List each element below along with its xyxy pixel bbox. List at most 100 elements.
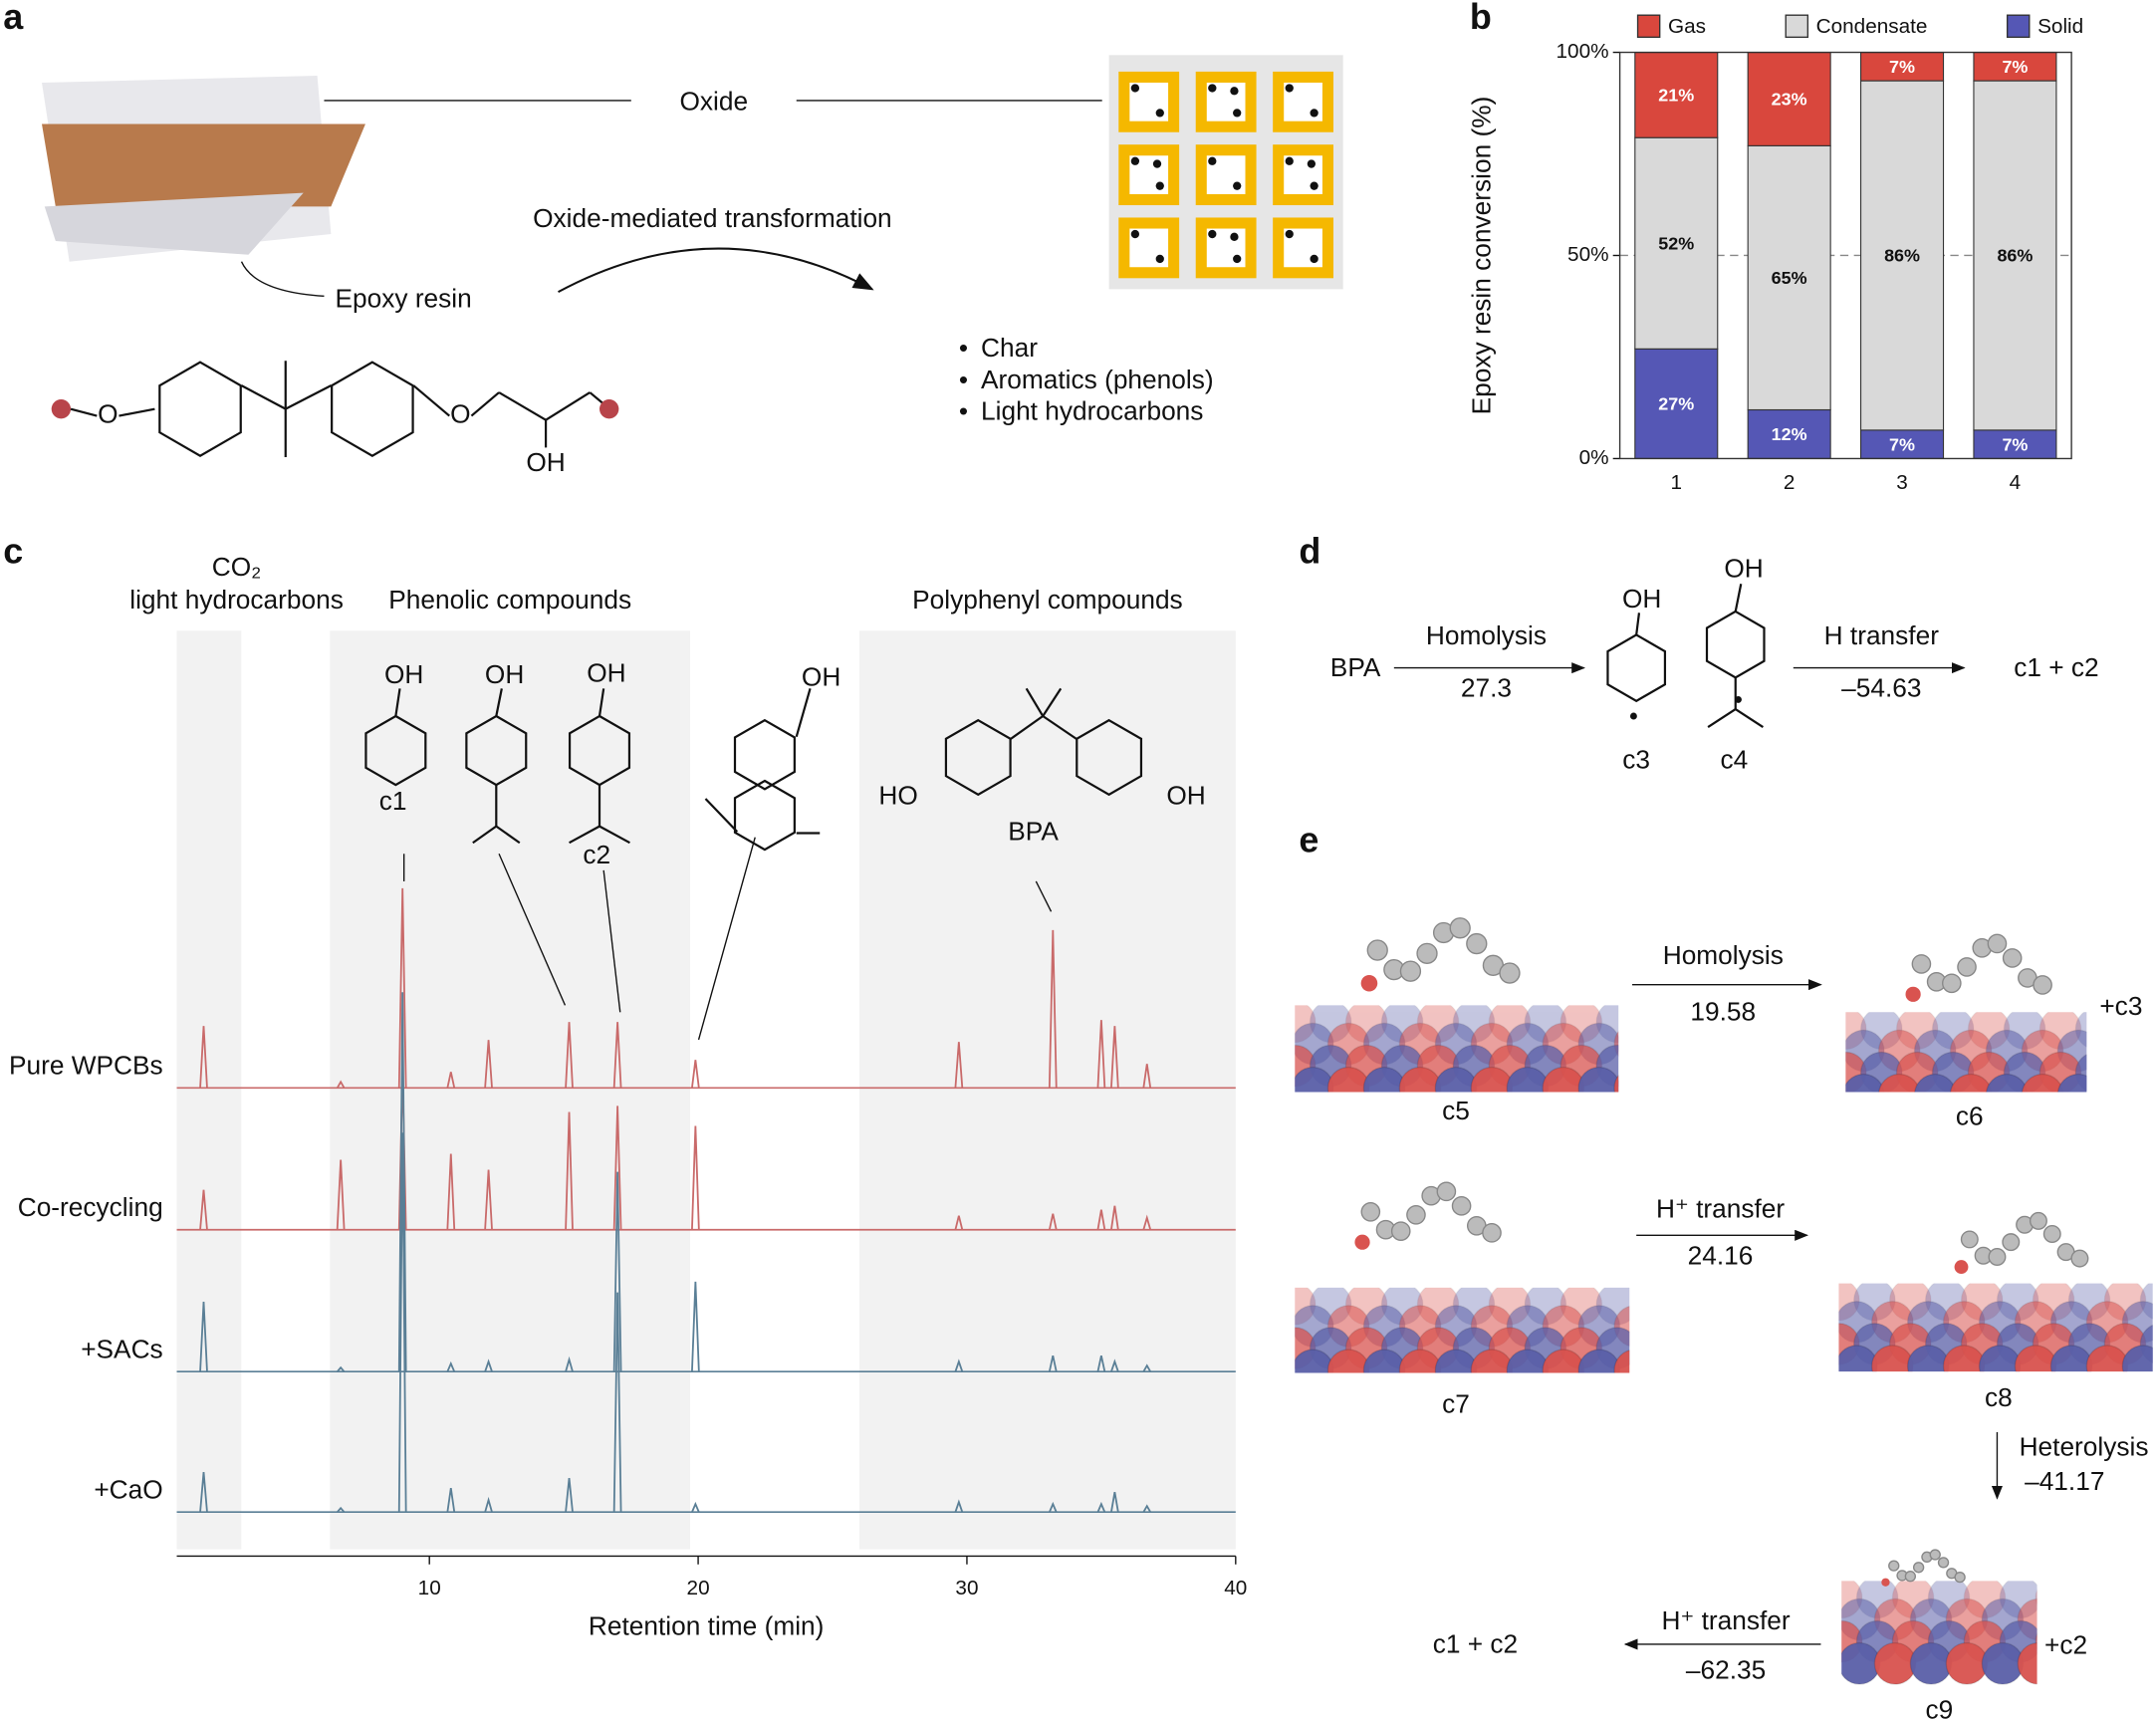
series-label: Pure WPCBs: [9, 1051, 163, 1081]
molecule-atom: [1416, 942, 1438, 964]
compound-label: c1 + c2: [2014, 652, 2098, 682]
peak: [612, 1292, 622, 1513]
peak: [397, 887, 407, 1089]
ring: [733, 779, 796, 852]
surface-atom: [1613, 1350, 1630, 1373]
compound-label: c1: [379, 786, 407, 816]
layout: [42, 55, 2153, 1685]
atom: OH: [1166, 781, 1205, 811]
oxygen-atom: [1954, 1260, 1969, 1275]
atom: OH: [1622, 584, 1661, 614]
molecule-atom: [2029, 1211, 2047, 1230]
leader-line: [240, 261, 325, 297]
bar-segment: [1634, 136, 1719, 350]
atom-dot: [1310, 181, 1318, 190]
atom: OH: [526, 447, 565, 477]
epoxy-layer: [44, 192, 304, 255]
peak: [565, 1111, 574, 1230]
surface-atom: [1650, 1023, 1691, 1064]
y-tick-label: 100%: [1557, 40, 1609, 63]
y-axis-label: Epoxy resin conversion (%): [1467, 97, 1497, 415]
energy: 19.58: [1690, 997, 1756, 1027]
region-label: light hydrocarbons: [129, 585, 344, 614]
bond: [569, 825, 600, 845]
compound-label: c3: [1622, 745, 1650, 775]
peak: [199, 1026, 208, 1089]
slab: [1838, 1283, 2153, 1372]
peak: [565, 1478, 574, 1513]
panel-label: c: [3, 530, 23, 571]
compound-label: c8: [1985, 1382, 2013, 1412]
label: Epoxy resin: [336, 283, 472, 313]
peak: [199, 1472, 208, 1513]
bar-segment: [1973, 80, 2057, 431]
compound-label: +c3: [2099, 991, 2142, 1021]
texts: a b c d e Oxide Oxide-mediated transform…: [3, 0, 2148, 1720]
atom: O: [450, 399, 470, 429]
molecule-atom: [2070, 1249, 2089, 1268]
surface-atom: [1650, 1068, 1691, 1108]
value-label: 86%: [1884, 246, 1920, 266]
end-group: [51, 398, 72, 419]
bond: [795, 688, 812, 738]
label: Oxide: [679, 87, 748, 117]
bond: [495, 825, 521, 845]
value-label: 7%: [2002, 57, 2028, 77]
compound-label: BPA: [1008, 816, 1059, 846]
legend-label: Solid: [2037, 15, 2083, 38]
x-tick-label: 10: [418, 1577, 441, 1599]
surface-atom: [2093, 1075, 2134, 1115]
oxide-cell: [1195, 71, 1257, 132]
bond: [394, 688, 401, 717]
compound-label: c9: [1926, 1695, 1954, 1720]
peak: [565, 1355, 574, 1372]
slab: [1841, 1581, 2037, 1685]
surface-atom: [1878, 1073, 1921, 1093]
oxide-cell: [1118, 217, 1180, 279]
surface-atom: [1949, 1073, 1993, 1093]
x-tick-label: 1: [1671, 471, 1683, 494]
bond: [1707, 708, 1737, 728]
atom-dot: [1230, 87, 1239, 96]
slab: [1295, 1287, 1630, 1373]
x-tick-label: 20: [687, 1577, 710, 1599]
atom-dot: [1155, 254, 1164, 264]
peak: [446, 1072, 456, 1089]
energy: 27.3: [1461, 673, 1512, 703]
region-label: Phenolic compounds: [388, 585, 631, 614]
molecule-atom: [1954, 1571, 1966, 1584]
bond: [119, 407, 155, 417]
atom-dot: [1310, 109, 1318, 118]
value-label: 65%: [1772, 268, 1807, 288]
step: H⁺ transfer: [1656, 1193, 1785, 1223]
molecule-atom: [1929, 1549, 1941, 1561]
step: Homolysis: [1663, 940, 1784, 970]
peak: [1048, 929, 1058, 1089]
atom-dot: [1285, 156, 1294, 165]
ring: [331, 361, 414, 457]
molecule-atom: [2042, 1225, 2061, 1244]
surface-atom: [1577, 1066, 1619, 1093]
value-label: 7%: [2002, 434, 2028, 454]
value-label: 52%: [1658, 233, 1694, 253]
surface-atom: [1913, 1073, 1957, 1093]
molecule-atom: [1390, 1221, 1411, 1241]
legend-label: Condensate: [1816, 15, 1928, 38]
peak: [1142, 1064, 1152, 1089]
arrow: [558, 247, 874, 294]
atom-dot: [1233, 181, 1242, 190]
peak: [1110, 1358, 1119, 1372]
end-group: [599, 398, 619, 419]
molecule-atom: [1399, 960, 1422, 982]
bar-segment: [1860, 80, 1945, 431]
bond: [598, 688, 605, 717]
peak: [484, 1496, 493, 1513]
peak: [954, 1215, 964, 1230]
label: Oxide-mediated transformation: [533, 203, 892, 233]
atom-dot: [1208, 229, 1217, 239]
surface-atom: [1632, 1045, 1673, 1086]
y-tick-label: 50%: [1567, 243, 1608, 266]
energy: 24.16: [1688, 1240, 1754, 1270]
peak: [397, 1132, 407, 1513]
